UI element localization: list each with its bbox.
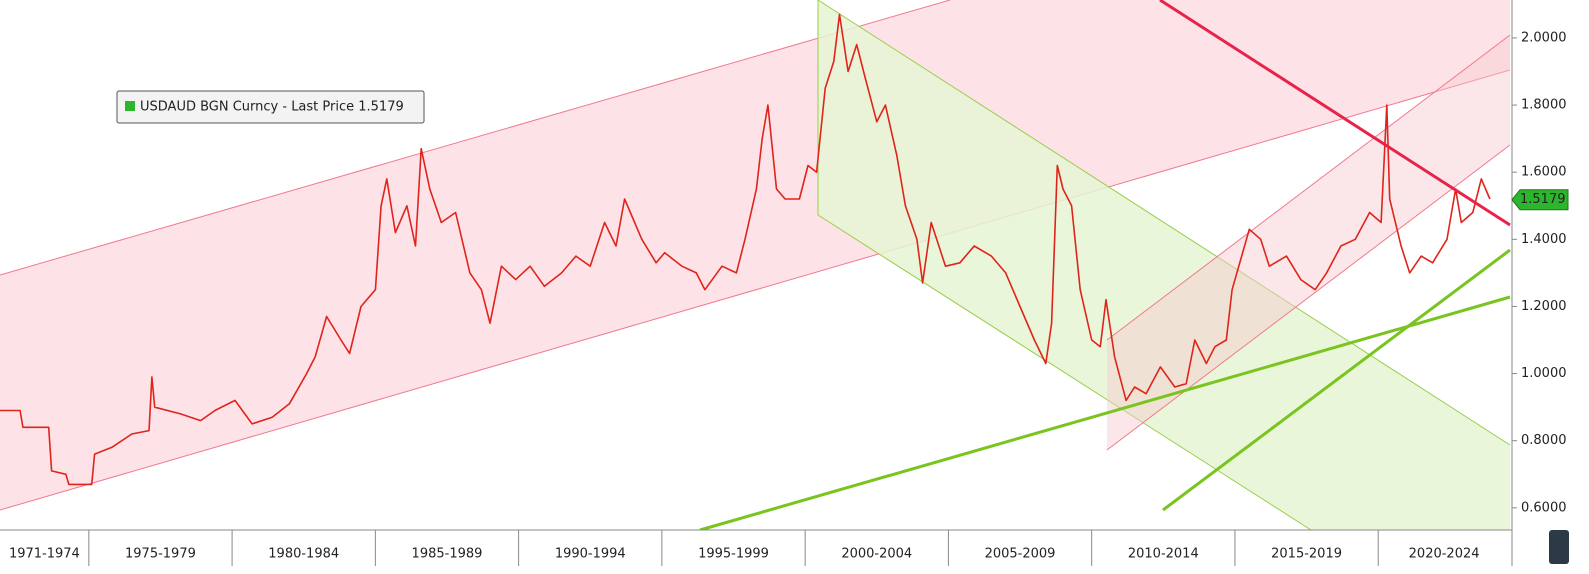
x-tick-label: 1971-1974 — [9, 547, 80, 562]
x-tick-label: 2020-2024 — [1409, 547, 1480, 562]
channel-line — [1106, 34, 1511, 341]
legend-label: USDAUD BGN Curncy - Last Price 1.5179 — [140, 100, 404, 115]
x-tick-label: 2005-2009 — [985, 547, 1056, 562]
y-tick-label: 1.2000 — [1521, 299, 1567, 314]
y-tick-label: 1.8000 — [1521, 98, 1567, 113]
y-tick-label: 1.6000 — [1521, 165, 1567, 180]
green-channel — [818, 0, 1510, 530]
x-axis-area — [0, 530, 1512, 574]
x-tick-label: 2000-2004 — [841, 547, 912, 562]
channel-line — [1106, 144, 1511, 451]
channel-line — [0, 0, 951, 276]
last-price-label: 1.5179 — [1520, 192, 1566, 207]
y-tick-label: 1.0000 — [1521, 366, 1567, 381]
icon — [1549, 530, 1569, 564]
trendline — [1159, 0, 1511, 227]
x-tick-label: 1990-1994 — [555, 547, 626, 562]
y-tick-label: 0.8000 — [1521, 433, 1567, 448]
last-price-tag — [1511, 189, 1569, 211]
x-tick-label: 2015-2019 — [1271, 547, 1342, 562]
x-tick-label: 1985-1989 — [412, 547, 483, 562]
channel-line — [0, 69, 1511, 511]
legend — [116, 90, 425, 124]
price-line — [0, 13, 1491, 486]
x-tick-label: 1980-1984 — [268, 547, 339, 562]
x-tick-label: 1995-1999 — [698, 547, 769, 562]
x-tick-label: 2010-2014 — [1128, 547, 1199, 562]
pink-channel-2 — [1107, 35, 1510, 450]
trendline — [1162, 248, 1511, 512]
y-tick-label: 1.4000 — [1521, 232, 1567, 247]
pink-channel — [0, 0, 1510, 510]
y-tick-label: 2.0000 — [1521, 30, 1567, 45]
y-tick-label: 0.6000 — [1521, 500, 1567, 515]
legend-swatch — [125, 101, 135, 111]
x-tick-label: 1975-1979 — [125, 547, 196, 562]
channel-line — [817, 0, 1511, 446]
channel-line — [817, 214, 1312, 531]
trendline — [699, 295, 1511, 532]
